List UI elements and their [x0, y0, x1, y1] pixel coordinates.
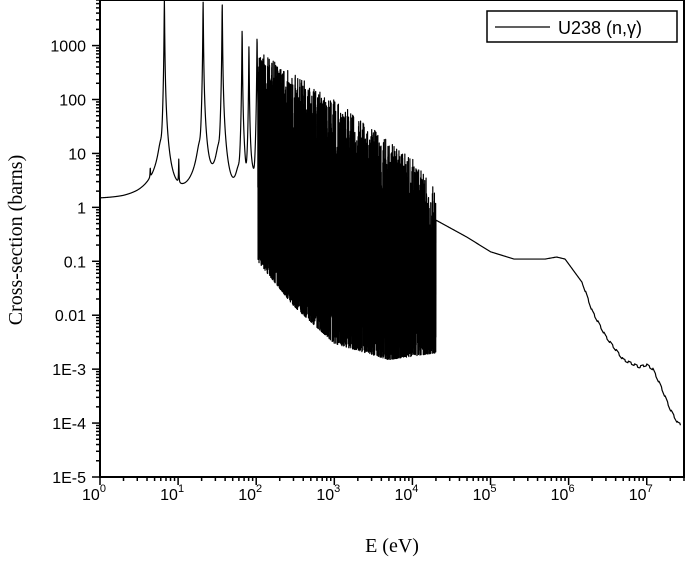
series-line-u238	[99, 0, 682, 426]
plot-frame	[99, 0, 685, 478]
x-tick-label: 104	[394, 483, 418, 504]
y-tick-label: 10	[68, 146, 86, 163]
y-tick-label: 100	[59, 93, 86, 110]
y-tick-label: 0.01	[55, 308, 86, 325]
x-axis-title: E (eV)	[365, 535, 419, 557]
y-tick-label: 1E-3	[52, 362, 86, 379]
x-tick-label: 101	[160, 483, 184, 504]
x-tick-label: 107	[629, 483, 653, 504]
x-tick-label: 106	[551, 483, 575, 504]
x-axis: 100 101 102 103 104 105 106 107	[82, 477, 685, 504]
x-tick-label: 103	[316, 483, 340, 504]
y-axis: 1000 100 10 1 0.1 0.01 1E-3 1E-4 1E-5	[50, 0, 100, 487]
y-tick-label: 1	[77, 200, 86, 217]
legend-label-u238: U238 (n,γ)	[558, 18, 642, 38]
y-axis-title: Cross-section (barns)	[5, 155, 27, 326]
legend-box	[486, 10, 678, 43]
x-tick-label: 100	[82, 483, 106, 504]
legend: U238 (n,γ)	[486, 10, 678, 43]
x-tick-label: 102	[238, 483, 262, 504]
plot-area	[99, 0, 685, 478]
x-tick-label: 105	[473, 483, 497, 504]
y-tick-label: 1E-5	[52, 470, 86, 487]
y-tick-label: 1E-4	[52, 416, 86, 433]
y-tick-label: 1000	[50, 39, 86, 56]
y-tick-label: 0.1	[64, 254, 86, 271]
